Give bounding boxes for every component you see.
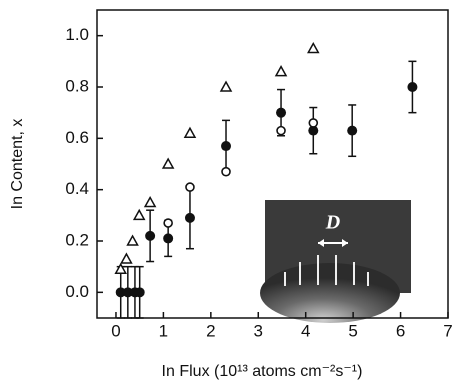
y-tick-label: 1.0 [65, 25, 89, 44]
y-tick-label: 0.0 [65, 282, 89, 301]
point [185, 213, 195, 223]
y-tick-label: 0.4 [65, 179, 89, 198]
x-tick-label: 1 [159, 321, 168, 340]
inset: D [260, 200, 411, 323]
point [221, 141, 231, 151]
point [222, 168, 230, 176]
x-tick-label: 3 [254, 321, 263, 340]
point [221, 82, 231, 91]
point [116, 264, 126, 273]
point [186, 183, 194, 191]
point [185, 128, 195, 137]
point [308, 44, 318, 53]
point [347, 126, 357, 136]
inset-label: D [325, 212, 340, 234]
x-tick-label: 6 [396, 321, 405, 340]
y-tick-label: 0.2 [65, 230, 89, 249]
chart: D In Flux (10¹³ atoms cm⁻²s⁻¹) In Conten… [0, 0, 456, 389]
point [277, 127, 285, 135]
point [121, 254, 131, 263]
point [163, 159, 173, 168]
point [134, 210, 144, 219]
x-tick-label: 4 [301, 321, 310, 340]
inset-glow [260, 263, 400, 323]
point [135, 287, 145, 297]
point [163, 233, 173, 243]
point [276, 67, 286, 76]
y-tick-label: 0.6 [65, 128, 89, 147]
x-axis-title: In Flux (10¹³ atoms cm⁻²s⁻¹) [162, 363, 363, 380]
y-tick-label: 0.8 [65, 76, 89, 95]
point [276, 108, 286, 118]
point [128, 236, 138, 245]
y-axis-title: In Content, x [9, 119, 26, 210]
x-tick-label: 7 [443, 321, 452, 340]
point [309, 119, 317, 127]
x-tick-label: 0 [111, 321, 120, 340]
x-tick-label: 2 [206, 321, 215, 340]
point [164, 219, 172, 227]
x-tick-label: 5 [348, 321, 357, 340]
point [145, 198, 155, 207]
point [407, 82, 417, 92]
point [145, 231, 155, 241]
